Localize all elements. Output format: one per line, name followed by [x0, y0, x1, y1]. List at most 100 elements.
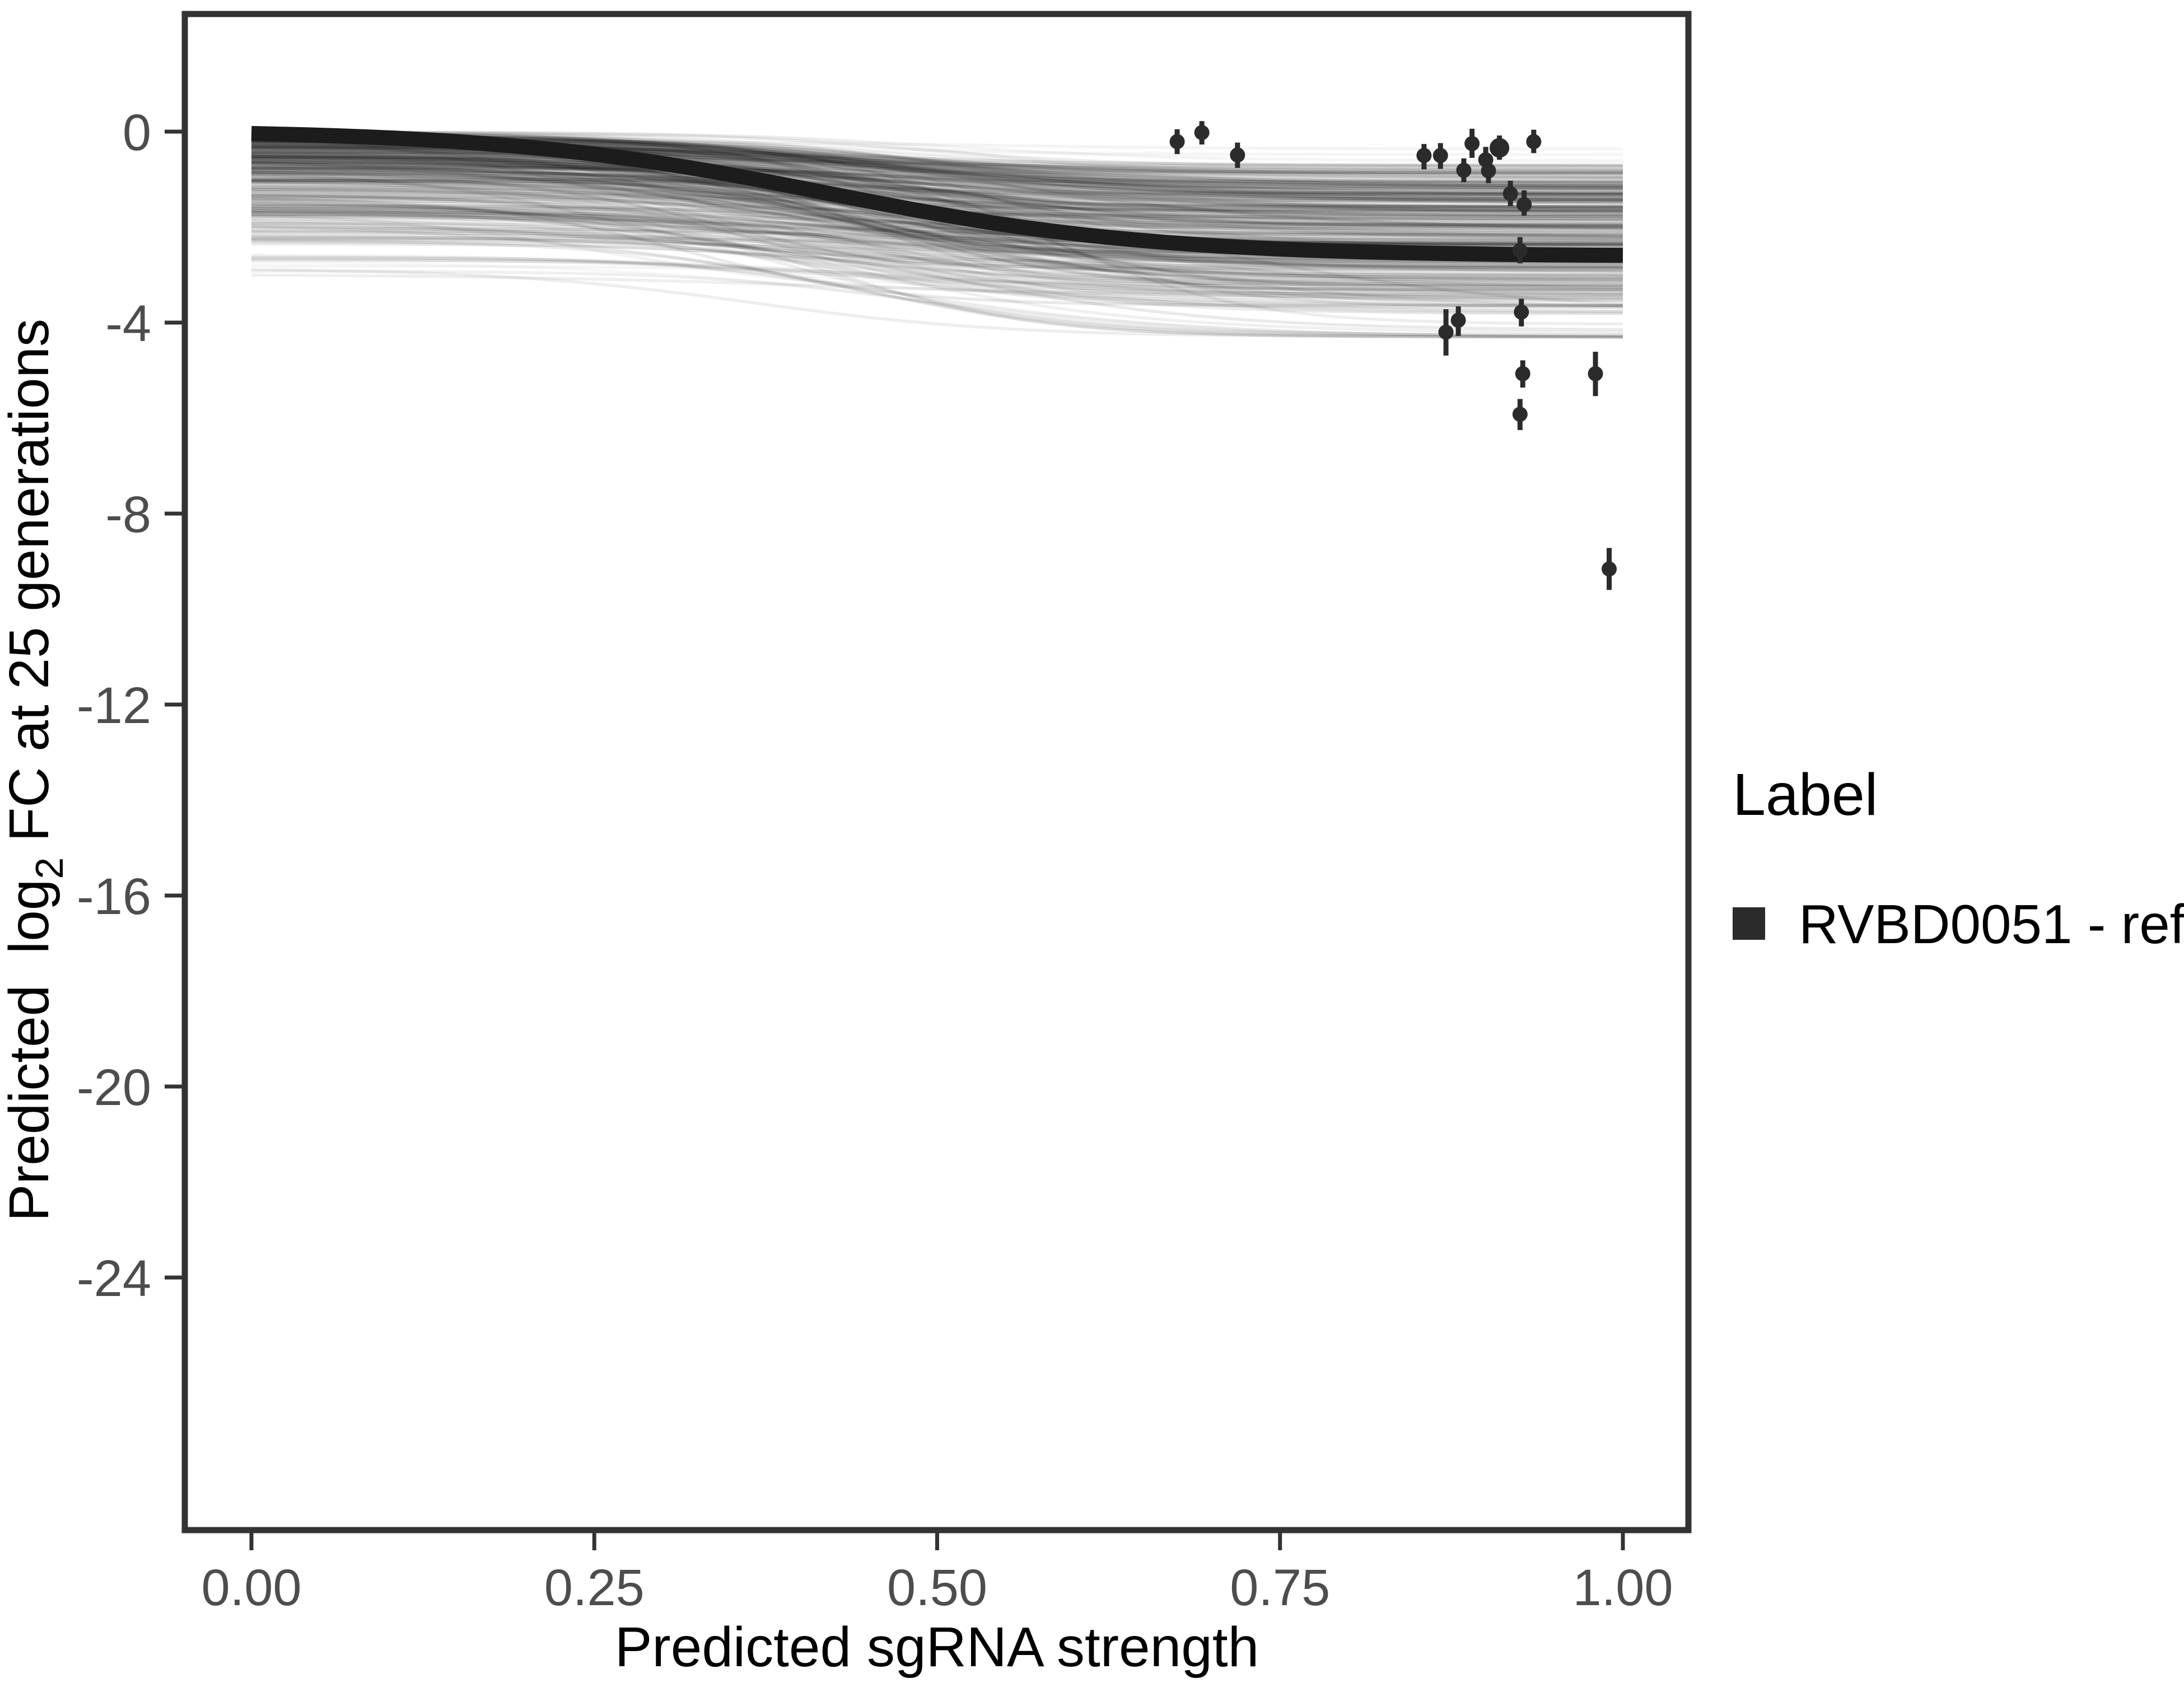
point-range: [1515, 360, 1530, 388]
x-tick-label: 1.00: [1572, 1559, 1673, 1616]
posterior-curve: [251, 139, 1623, 273]
posterior-curve: [251, 213, 1623, 296]
posterior-curve: [251, 176, 1623, 290]
posterior-curve: [251, 255, 1623, 286]
posterior-curve: [251, 165, 1623, 198]
posterior-curve: [251, 130, 1623, 184]
posterior-curve: [251, 165, 1623, 209]
posterior-curve: [251, 174, 1623, 271]
posterior-curve: [251, 138, 1623, 190]
posterior-curve: [251, 167, 1623, 198]
posterior-curve: [251, 208, 1623, 266]
point-range: [1450, 306, 1466, 336]
posterior-curve: [251, 213, 1623, 297]
posterior-curve: [251, 215, 1623, 234]
data-point: [1481, 163, 1496, 179]
posterior-curve: [251, 158, 1623, 194]
posterior-curve: [251, 186, 1623, 243]
point-range: [1230, 142, 1245, 168]
posterior-curve: [251, 174, 1623, 263]
point-range: [1526, 129, 1542, 153]
posterior-curve: [251, 146, 1623, 212]
posterior-curve: [251, 163, 1623, 201]
point-range: [1588, 352, 1603, 397]
posterior-curve: [251, 188, 1623, 307]
posterior-curve: [251, 234, 1623, 268]
posterior-curve: [251, 155, 1623, 268]
data-point: [1512, 243, 1528, 258]
posterior-curve: [251, 179, 1623, 217]
posterior-curve: [251, 152, 1623, 193]
posterior-curve: [251, 153, 1623, 202]
point-range: [1516, 190, 1532, 216]
point-range: [1194, 121, 1210, 145]
posterior-curve: [251, 206, 1623, 237]
posterior-curve: [251, 167, 1623, 246]
posterior-curve: [251, 169, 1623, 245]
posterior-curve: [251, 234, 1623, 313]
posterior-curve: [251, 200, 1623, 334]
posterior-curve: [251, 155, 1623, 307]
posterior-curve: [251, 183, 1623, 245]
posterior-curve: [251, 146, 1623, 221]
posterior-curve: [251, 202, 1623, 283]
data-point: [1464, 136, 1480, 151]
posterior-curve: [251, 179, 1623, 214]
data-point: [1588, 366, 1603, 381]
y-axis-title-rest: FC at 25 generations: [0, 319, 60, 857]
posterior-curve: [251, 210, 1623, 337]
x-tick-label: 0.75: [1230, 1559, 1330, 1616]
posterior-curve: [251, 194, 1623, 303]
data-point: [1512, 407, 1528, 422]
posterior-curve: [251, 188, 1623, 277]
posterior-curve: [251, 150, 1623, 171]
data-point: [1514, 304, 1529, 320]
posterior-curve: [251, 160, 1623, 212]
posterior-curve: [251, 171, 1623, 208]
posterior-curve: [251, 130, 1623, 162]
posterior-curve: [251, 190, 1623, 230]
data-point: [1456, 162, 1472, 178]
point-range: [1602, 548, 1617, 590]
data-point: [1490, 138, 1510, 158]
posterior-curve: [251, 211, 1623, 307]
posterior-curve: [251, 178, 1623, 240]
posterior-curve: [251, 166, 1623, 315]
posterior-curve: [251, 193, 1623, 291]
posterior-curve: [251, 183, 1623, 279]
posterior-curve: [251, 150, 1623, 241]
posterior-curve: [251, 172, 1623, 313]
posterior-curve: [251, 130, 1623, 167]
point-range: [1416, 144, 1432, 170]
data-point: [1432, 148, 1448, 164]
posterior-curve: [251, 161, 1623, 271]
posterior-curve: [251, 240, 1623, 271]
posterior-curve: [251, 209, 1623, 300]
posterior-curve: [251, 147, 1623, 187]
posterior-curve: [251, 268, 1623, 339]
posterior-curve: [251, 165, 1623, 230]
posterior-curve: [251, 259, 1623, 293]
posterior-curve: [251, 151, 1623, 190]
y-tick-label: -4: [105, 295, 151, 352]
posterior-curve: [251, 170, 1623, 203]
y-tick-label: -20: [77, 1059, 151, 1116]
posterior-curve: [251, 211, 1623, 241]
posterior-curve: [251, 177, 1623, 233]
posterior-curve: [251, 204, 1623, 281]
posterior-curve: [251, 188, 1623, 265]
posterior-curve: [251, 237, 1623, 281]
data-point: [1502, 186, 1518, 202]
posterior-curve: [251, 166, 1623, 208]
posterior-curve: [251, 160, 1623, 173]
axis-ticks-layer: 0.00 0.25 0.50 0.75 1.00 0 -4 -8 -12 -16 -20 -24: [77, 104, 1673, 1616]
posterior-curve: [251, 149, 1623, 184]
posterior-curve: [251, 130, 1623, 227]
posterior-curve: [251, 209, 1623, 244]
point-range: [1456, 158, 1472, 183]
posterior-curve: [251, 224, 1623, 290]
posterior-curve: [251, 157, 1623, 263]
y-tick-label: -8: [105, 486, 151, 543]
posterior-curve: [251, 207, 1623, 288]
